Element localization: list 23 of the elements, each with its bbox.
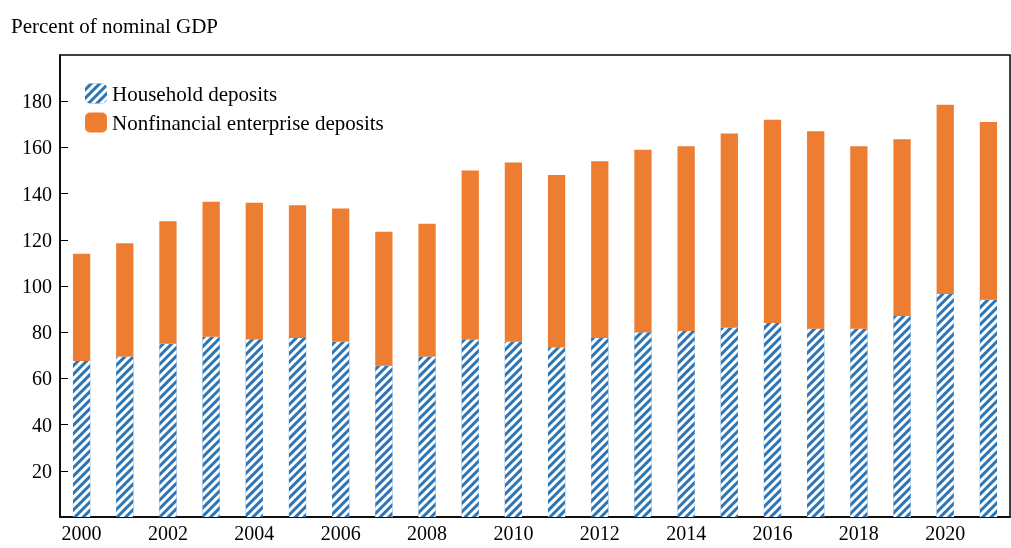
y-tick-label: 60 bbox=[32, 367, 52, 390]
y-axis-title: Percent of nominal GDP bbox=[11, 13, 219, 38]
x-tick-label: 2014 bbox=[666, 522, 707, 544]
y-tick-label: 20 bbox=[32, 459, 52, 482]
y-tick-label: 40 bbox=[32, 413, 52, 436]
y-tick-label: 140 bbox=[22, 182, 52, 205]
legend-label: Household deposits bbox=[112, 81, 278, 106]
x-tick-label: 2016 bbox=[752, 522, 793, 544]
x-tick-label: 2002 bbox=[147, 522, 188, 544]
x-tick-label: 2018 bbox=[838, 522, 879, 544]
x-tick-label: 2012 bbox=[579, 522, 620, 544]
y-tick-label: 180 bbox=[22, 90, 52, 113]
y-tick-label: 120 bbox=[22, 228, 52, 251]
x-tick-label: 2004 bbox=[234, 522, 275, 544]
x-tick-label: 2020 bbox=[925, 522, 966, 544]
y-tick-label: 80 bbox=[32, 321, 52, 344]
y-tick-label: 160 bbox=[22, 136, 52, 159]
y-tick-label: 100 bbox=[22, 275, 52, 297]
legend-label: Nonfinancial enterprise deposits bbox=[112, 110, 384, 135]
x-tick-label: 2008 bbox=[407, 522, 448, 544]
x-tick-label: 2006 bbox=[320, 522, 361, 544]
x-tick-label: 2000 bbox=[61, 522, 102, 544]
x-tick-label: 2010 bbox=[493, 522, 534, 544]
